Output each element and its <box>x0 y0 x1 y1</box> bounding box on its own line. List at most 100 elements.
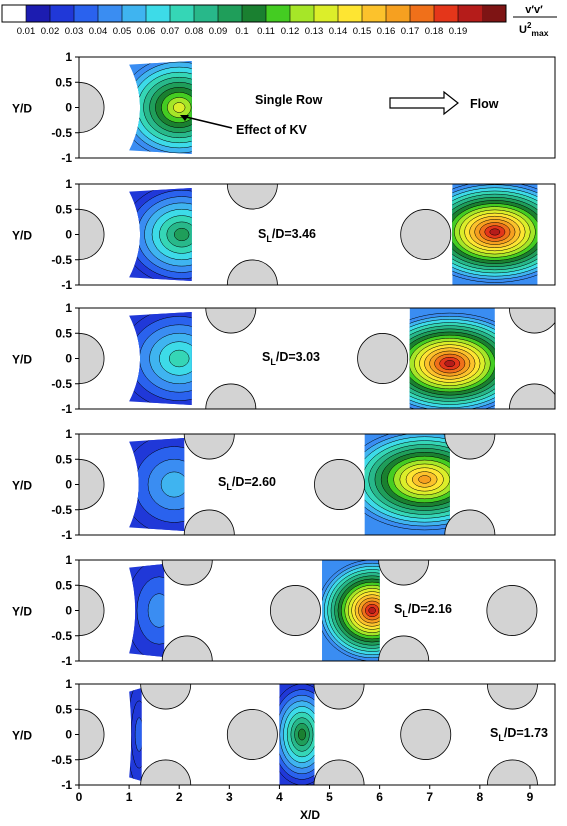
x-tick-label: 8 <box>476 790 483 804</box>
colorbar-tick-label: 0.13 <box>305 26 324 37</box>
cylinder <box>205 308 257 334</box>
colorbar-swatch <box>458 5 483 22</box>
x-tick-label: 3 <box>226 790 233 804</box>
contour-band <box>444 360 456 367</box>
colorbar-tick-label: 0.05 <box>113 26 132 37</box>
x-tick-label: 0 <box>76 790 83 804</box>
colorbar: 0.01 0.02 0.03 0.04 0.05 0.06 0.07 0.08 0.09 0.1 0… <box>1 4 507 37</box>
colorbar-tick-label: 0.02 <box>41 26 60 37</box>
y-tick-label: 0.5 <box>55 202 72 216</box>
panel-6: 1 0.5 0 -0.5 -1 Y/D SL/D=1.73 <box>12 677 556 792</box>
y-tick-label: 0.5 <box>55 702 72 716</box>
colorbar-swatch <box>98 5 123 22</box>
y-tick-label: 1 <box>65 301 72 315</box>
cylinder <box>486 759 538 785</box>
colorbar-swatch <box>50 5 75 22</box>
colorbar-swatch <box>386 5 411 22</box>
cylinder <box>79 585 105 636</box>
x-tick-label: 1 <box>126 790 133 804</box>
cylinder <box>183 434 235 460</box>
colorbar-swatch <box>218 5 243 22</box>
y-tick-label: 0 <box>65 228 72 242</box>
y-tick-label: 0 <box>65 352 72 366</box>
y-tick-label: 0 <box>65 101 72 115</box>
y-tick-label: -0.5 <box>51 629 72 643</box>
contour-region <box>129 688 142 781</box>
colorbar-tick-label: 0.07 <box>161 26 180 37</box>
colorbar-tick-label: 0.09 <box>209 26 228 37</box>
annotation-arrow <box>181 115 233 129</box>
colorbar-swatch <box>290 5 315 22</box>
unit-denominator-sup: 2 <box>527 21 532 30</box>
unit-denominator-main: U <box>519 24 527 36</box>
colorbar-unit-denominator: U2max <box>519 21 549 38</box>
panel-4: 1 0.5 0 -0.5 -1 Y/D SL/D=2.60 <box>12 427 556 542</box>
colorbar-swatch <box>266 5 291 22</box>
y-tick-label: -1 <box>61 528 72 542</box>
y-tick-label: -0.5 <box>51 377 72 391</box>
panels: 1 0.5 0 -0.5 -1 Y/D Single Row Effect of KV Flow… <box>12 50 556 792</box>
colorbar-tick-label: 0.19 <box>449 26 468 37</box>
x-tick-label: 6 <box>376 790 383 804</box>
cylinder <box>378 635 430 661</box>
contour-band <box>174 227 190 242</box>
colorbar-tick-label: 0.01 <box>17 26 36 37</box>
colorbar-swatch <box>26 5 51 22</box>
x-axis-label: X/D <box>300 808 320 822</box>
panel-label: SL/D=2.16 <box>394 602 452 619</box>
x-tick-label: 9 <box>527 790 534 804</box>
y-tick-label: 1 <box>65 677 72 691</box>
cylinder <box>400 709 452 760</box>
contour-band <box>489 228 501 236</box>
x-tick-label: 7 <box>426 790 433 804</box>
cylinder <box>486 585 538 636</box>
y-tick-label: -1 <box>61 654 72 668</box>
cylinder <box>226 709 278 760</box>
y-axis-label: Y/D <box>12 605 32 619</box>
colorbar-swatch <box>146 5 171 22</box>
cylinder <box>509 308 555 334</box>
panel-label: SL/D=2.60 <box>218 475 276 492</box>
contour-region <box>279 684 315 785</box>
colorbar-tick-label: 0.15 <box>353 26 372 37</box>
y-axis-label: Y/D <box>12 229 32 243</box>
cylinder <box>79 209 105 260</box>
colorbar-swatch <box>434 5 459 22</box>
cylinder <box>313 759 365 785</box>
colorbar-tick-label: 0.11 <box>257 26 275 37</box>
contour-region <box>409 308 495 409</box>
y-tick-label: 0.5 <box>55 75 72 89</box>
contour-band <box>134 717 142 752</box>
flow-label: Flow <box>470 97 499 111</box>
contour-band <box>160 471 185 498</box>
panel-label: SL/D=3.46 <box>258 227 316 244</box>
unit-denominator-sub: max <box>531 28 548 38</box>
y-tick-label: 0.5 <box>55 326 72 340</box>
contour-region <box>129 312 192 405</box>
y-tick-label: -1 <box>61 402 72 416</box>
contour-region <box>129 564 165 657</box>
contour-band <box>169 349 190 368</box>
panel-1: 1 0.5 0 -0.5 -1 Y/D Single Row Effect of KV Flow <box>12 50 556 165</box>
y-tick-label: 1 <box>65 177 72 191</box>
cylinder <box>357 333 409 384</box>
contour-region <box>452 184 538 285</box>
panel-label: SL/D=1.73 <box>490 726 548 743</box>
contour-band <box>368 607 376 614</box>
colorbar-swatch <box>242 5 267 22</box>
x-tick-label: 2 <box>176 790 183 804</box>
contour-band <box>173 102 186 113</box>
colorbar-swatch <box>410 5 435 22</box>
y-tick-label: -0.5 <box>51 503 72 517</box>
panel-2: 1 0.5 0 -0.5 -1 Y/D SL/D=3.46 <box>12 177 556 292</box>
y-tick-label: 0.5 <box>55 578 72 592</box>
colorbar-tick-label: 0.1 <box>235 26 248 37</box>
y-tick-label: -0.5 <box>51 126 72 140</box>
colorbar-tick-label: 0.08 <box>185 26 204 37</box>
y-tick-label: 1 <box>65 427 72 441</box>
y-tick-label: 0 <box>65 728 72 742</box>
contour-band <box>147 593 165 628</box>
colorbar-swatch <box>338 5 363 22</box>
y-tick-label: 0 <box>65 478 72 492</box>
